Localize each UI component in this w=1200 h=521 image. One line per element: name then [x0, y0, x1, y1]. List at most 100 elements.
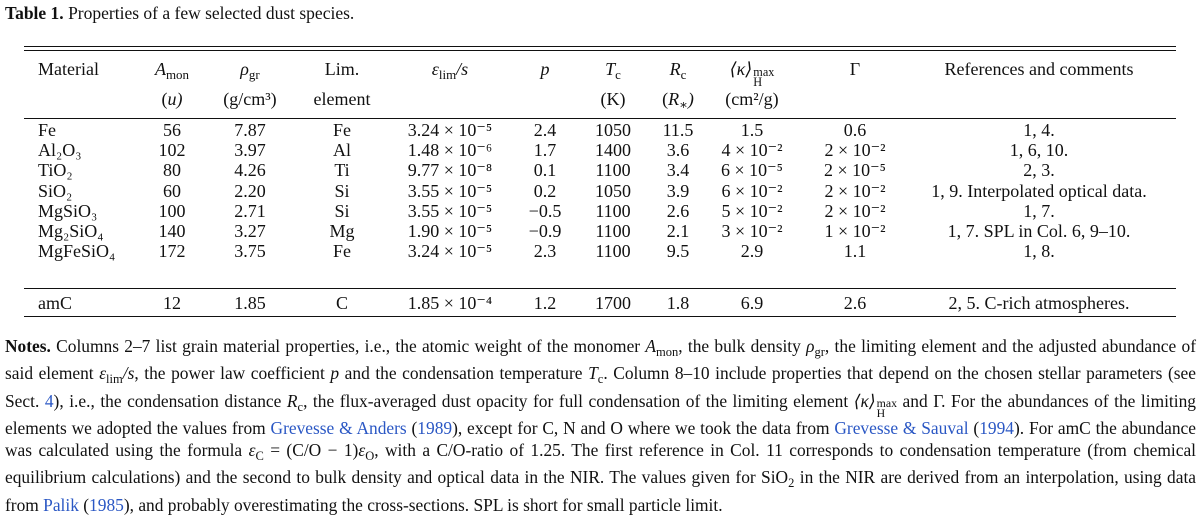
table-notes: Notes. Columns 2–7 list grain material p…	[5, 336, 1196, 516]
table-cell: 2 × 10⁻²	[824, 140, 886, 161]
table-cell: 3.6	[666, 140, 690, 161]
table-cell: 1, 9. Interpolated optical data.	[931, 180, 1147, 201]
citation-link[interactable]: Grevesse & Sauval	[834, 418, 969, 439]
caption-text: Properties of a few selected dust specie…	[68, 3, 355, 23]
subscript: lim	[438, 66, 457, 82]
table-cell: 1100	[595, 200, 631, 221]
citation-link[interactable]: Grevesse & Anders	[270, 418, 407, 439]
table-cell: 1, 7.	[1023, 200, 1055, 221]
text: , the limiting element and the adjusted …	[5, 336, 1196, 384]
citation-link[interactable]: 1994	[979, 418, 1014, 439]
header-symbol: p	[540, 59, 550, 79]
table-cell: 4 × 10⁻²	[721, 140, 783, 161]
subscript: H	[876, 406, 886, 421]
text: = (C/O − 1)	[263, 439, 359, 460]
table-cell: 2.71	[234, 200, 266, 221]
table: Material Amon ρgr Lim. εlim/s p Tc Rc ⟨κ⟩ max H Γ Re…	[24, 46, 1176, 317]
subscript: gr	[248, 66, 260, 82]
table-cell: 1100	[595, 221, 631, 241]
table-cell: 3.9	[666, 180, 690, 201]
table-cell: Fe	[333, 241, 351, 262]
table-cell: 0.1	[533, 160, 557, 181]
table-cell: 1, 4.	[1023, 120, 1055, 140]
superscript: max	[753, 64, 775, 79]
header-cell: Tc	[605, 59, 621, 85]
table-cell: 1.7	[533, 140, 557, 161]
text: (	[78, 494, 90, 515]
text: and the condensation temperature	[339, 363, 589, 384]
table-cell: Si	[334, 180, 350, 201]
table-cell: 1.48 × 10⁻⁶	[407, 140, 493, 161]
header-cell: Lim.	[325, 59, 360, 80]
notes-label: Notes.	[5, 336, 51, 356]
citation-link[interactable]: 1985	[89, 494, 124, 515]
subscript: O	[365, 448, 375, 463]
table-cell: −0.9	[528, 221, 562, 241]
table-cell: 0.2	[533, 180, 557, 201]
table-cell: 2 × 10⁻²	[824, 180, 886, 201]
table-cell: 12	[163, 293, 181, 313]
section-link[interactable]: 4	[44, 390, 54, 411]
table-cell: 100	[158, 200, 186, 221]
table-cell: 1.85 × 10⁻⁴	[407, 293, 493, 313]
table-cell: Mg₂SiO₄	[38, 221, 104, 241]
subscript: H	[753, 75, 763, 90]
table-cell: 3.4	[666, 160, 690, 181]
table-cell: 1.8	[666, 293, 690, 313]
subscript: c	[597, 372, 604, 387]
header-symbol: u	[167, 89, 177, 109]
text: , the power law coefficient	[134, 363, 331, 384]
table-cell: 1100	[595, 241, 631, 262]
table-cell: 3.75	[234, 241, 266, 262]
header-text: (K)	[600, 89, 626, 109]
text: (	[968, 418, 980, 439]
subscript: mon	[165, 66, 190, 82]
symbol: p	[330, 363, 340, 384]
text: ), and probably overestimating the cross…	[123, 494, 723, 515]
table-cell: 4.26	[234, 160, 266, 181]
header-text: (g/cm³)	[223, 89, 277, 109]
text: ), i.e., the condensation distance	[53, 390, 287, 411]
header-cell: (g/cm³)	[223, 89, 276, 110]
caption-label: Table 1.	[5, 3, 64, 23]
table-cell: 1050	[595, 180, 631, 201]
header-text: /s	[456, 59, 469, 79]
table-cell: 6.9	[740, 293, 764, 313]
table-cell: 2.6	[666, 200, 690, 221]
table-cell: 1.90 × 10⁻⁵	[407, 221, 493, 241]
header-text: Material	[38, 59, 99, 79]
header-text: )	[687, 89, 694, 109]
table-cell: 102	[158, 140, 186, 161]
text: in the NIR are derived from an interpola…	[5, 467, 1197, 515]
header-cell: (K)	[601, 89, 626, 110]
table-cell: 3.55 × 10⁻⁵	[407, 200, 493, 221]
citation-link[interactable]: 1989	[417, 418, 453, 439]
table-cell: 2.1	[666, 221, 690, 241]
table-cell: Fe	[38, 120, 56, 140]
subscript: gr	[814, 344, 825, 359]
header-symbol: R	[669, 59, 681, 79]
symbol: ⟨κ⟩	[853, 390, 876, 411]
table-caption: Table 1. Properties of a few selected du…	[5, 3, 354, 24]
table-cell: 3.24 × 10⁻⁵	[407, 241, 493, 262]
header-symbol: ρ	[240, 59, 249, 79]
header-cell: Rc	[670, 59, 687, 85]
table-cell: Al	[333, 140, 351, 161]
subscript: C	[255, 448, 264, 463]
table-cell: amC	[38, 293, 72, 313]
header-text: References and comments	[944, 59, 1134, 79]
subscript: c	[615, 66, 621, 82]
table-cell: MgFeSiO₄	[38, 241, 116, 262]
table-cell: 56	[163, 120, 181, 140]
table-cell: 1, 6, 10.	[1009, 140, 1069, 161]
citation-link[interactable]: Palik	[43, 494, 79, 515]
table-cell: SiO₂	[38, 180, 73, 201]
rule	[24, 46, 1176, 47]
subscript: ∗	[679, 96, 688, 112]
table-cell: 2.3	[533, 241, 557, 262]
header-text: (	[161, 89, 168, 109]
header-text: )	[176, 89, 183, 109]
header-cell: element	[314, 89, 371, 110]
table-cell: 1100	[595, 160, 631, 181]
